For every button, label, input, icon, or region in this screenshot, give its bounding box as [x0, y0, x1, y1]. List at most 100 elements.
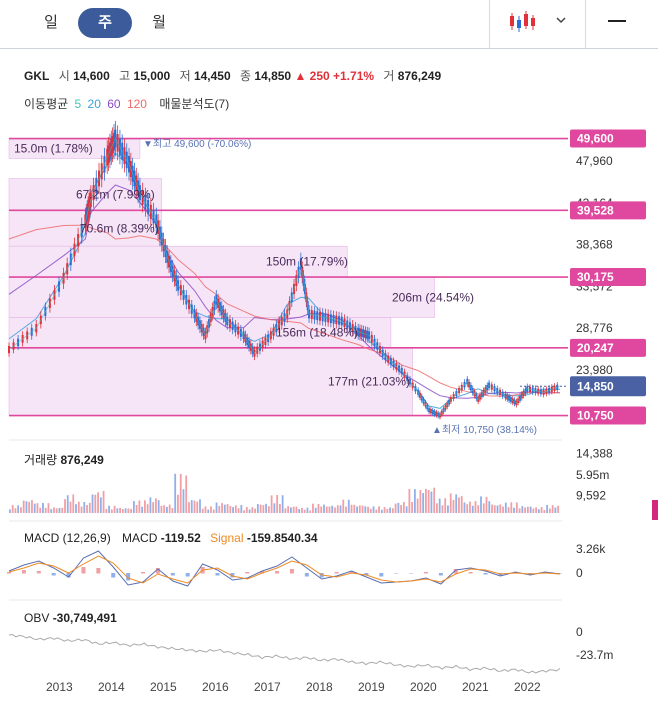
volume-bar: [39, 507, 42, 513]
volume-bar: [88, 502, 91, 513]
candle-body: [486, 384, 489, 391]
candle-body: [418, 392, 421, 398]
minimize-icon[interactable]: [608, 20, 626, 22]
volume-panel-value: 876,249: [60, 453, 104, 467]
x-tick-label: 2013: [46, 680, 73, 694]
candle-body: [224, 313, 227, 322]
volume-bar: [171, 508, 174, 513]
candle-body: [498, 389, 501, 395]
candle-body: [137, 180, 140, 196]
volume-bar: [99, 497, 102, 513]
volume-bar: [485, 496, 488, 513]
ma-120[interactable]: 120: [126, 97, 147, 111]
candle-body: [313, 310, 316, 320]
candle-body: [392, 360, 395, 368]
tab-month[interactable]: 월: [152, 14, 166, 31]
volume-bar: [221, 503, 223, 513]
volume-bar: [303, 509, 306, 513]
y-tick-label: 38,368: [576, 238, 613, 252]
candle-body: [343, 318, 346, 328]
ma-20[interactable]: 20: [87, 97, 101, 111]
candle-body: [177, 280, 180, 291]
volume-bar: [278, 503, 281, 513]
obv-y-tick: -23.7m: [576, 648, 613, 662]
candle-body: [490, 384, 493, 390]
volume-y-tick: 5.95m: [576, 468, 609, 482]
volume-bar: [499, 504, 502, 513]
volume-bar: [149, 497, 152, 513]
volume-bar: [369, 508, 372, 513]
volume-bar: [210, 506, 212, 513]
candle-body: [417, 389, 420, 395]
candle-body: [17, 338, 20, 347]
candle-body: [85, 210, 88, 225]
volume-profile-bar: [8, 210, 163, 247]
macd-histogram-bar: [468, 572, 473, 574]
volume-bar: [108, 505, 110, 513]
volume-label: 거: [383, 69, 395, 83]
volume-bar: [265, 503, 268, 513]
tab-week[interactable]: 주: [78, 8, 132, 38]
candle-body: [106, 148, 109, 166]
low-marker: ▲최저 10,750 (38.14%): [432, 424, 537, 436]
candle-body: [248, 340, 251, 348]
volume-panel-title: 거래량 876,249: [24, 451, 104, 468]
candle-body: [182, 289, 185, 300]
volume-bar: [223, 504, 226, 513]
candle-body: [455, 391, 458, 397]
ma-60[interactable]: 60: [107, 97, 121, 111]
volume-bar: [532, 508, 535, 513]
chevron-down-icon[interactable]: [555, 14, 567, 26]
volume-profile-bar: [8, 347, 414, 416]
candle-body: [553, 385, 556, 391]
price-level-tag-label: 30,175: [577, 270, 614, 284]
candle-body: [8, 346, 10, 354]
candle-body: [522, 391, 525, 397]
volume-bar: [427, 490, 430, 513]
macd-histogram-bar: [423, 572, 428, 574]
candle-body: [556, 384, 559, 390]
candle-body: [80, 224, 83, 238]
volume-bar: [17, 505, 20, 513]
candle-body: [246, 337, 249, 346]
candle-body: [12, 342, 15, 350]
volume-bar: [309, 510, 312, 513]
volume-bar: [295, 506, 298, 513]
candlestick-icon[interactable]: [508, 10, 536, 36]
volume-bar: [416, 498, 419, 513]
price-level-tag: [570, 338, 646, 357]
scrollbar[interactable]: [652, 500, 658, 520]
candle-body: [452, 394, 455, 399]
candle-body: [426, 405, 429, 410]
volume-title: 거래량: [24, 453, 58, 467]
volume-bar: [455, 494, 458, 513]
candle-body: [30, 327, 33, 336]
candle-body: [422, 398, 425, 404]
tab-day[interactable]: 일: [44, 14, 58, 31]
candle-body: [280, 316, 283, 326]
volume-bar: [488, 501, 491, 513]
candle-body: [318, 311, 321, 321]
volume-bar: [11, 505, 14, 513]
volume-bar: [146, 504, 149, 513]
volume-bar: [526, 506, 529, 513]
volume-bar: [477, 505, 480, 513]
ma-5[interactable]: 5: [74, 97, 82, 111]
volume-bar: [339, 505, 342, 513]
candle-body: [468, 381, 471, 388]
volume-bar: [50, 509, 53, 513]
candle-body: [128, 156, 131, 173]
volume-bar: [425, 488, 427, 513]
candle-body: [493, 386, 496, 392]
macd-histogram-bar: [498, 573, 503, 576]
volume-bar: [504, 502, 507, 513]
volume-bar: [116, 508, 119, 513]
candle-body: [321, 312, 324, 322]
candle-body: [100, 163, 103, 180]
volume-bar: [138, 500, 141, 513]
volume-bar: [350, 504, 353, 513]
volume-bar: [215, 502, 218, 513]
y-tick-label: 43,164: [576, 196, 613, 210]
volume-profile-label[interactable]: 매물분석도(7): [159, 97, 230, 111]
volume-bar: [97, 492, 99, 513]
